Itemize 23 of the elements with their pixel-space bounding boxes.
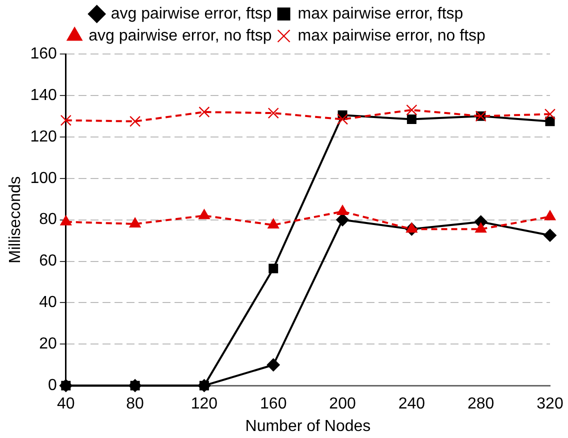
x-tick-label: 240 [398,396,426,413]
legend-label: max pairwise error, ftsp [298,5,464,22]
y-tick-label: 100 [30,170,57,187]
x-tick-label: 280 [467,396,494,413]
legend-label: max pairwise error, no ftsp [298,27,486,44]
y-tick-label: 60 [39,252,57,270]
y-tick-label: 20 [39,336,57,353]
legend-label: avg pairwise error, ftsp [110,5,272,22]
y-tick-label: 80 [39,211,57,228]
x-axis-title: Number of Nodes [245,418,371,435]
x-tick-label: 80 [126,396,144,413]
y-tick-label: 120 [30,128,57,146]
y-tick-label: 40 [39,294,57,312]
x-tick-label: 120 [190,396,218,413]
y-axis-title: Milliseconds [7,176,24,264]
x-tick-label: 200 [329,396,356,413]
y-tick-label: 160 [30,45,57,62]
x-tick-label: 40 [56,396,75,413]
y-tick-label: 0 [48,377,57,394]
legend-label: avg pairwise error, no ftsp [88,27,272,44]
x-tick-label: 320 [536,396,564,413]
y-tick-label: 140 [30,86,57,104]
x-tick-label: 160 [260,396,287,413]
